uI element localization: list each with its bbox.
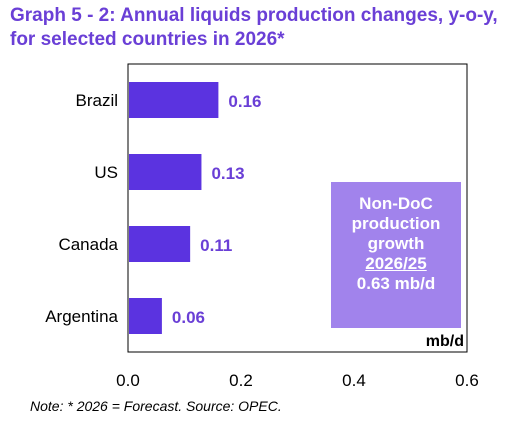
bar-brazil xyxy=(129,82,219,118)
bar-argentina xyxy=(129,298,162,334)
box-line-1: Non-DoC xyxy=(359,194,433,213)
category-label-argentina: Argentina xyxy=(45,307,118,326)
chart-title: Graph 5 - 2: Annual liquids production c… xyxy=(10,5,498,50)
category-label-canada: Canada xyxy=(58,235,118,254)
data-label-brazil: 0.16 xyxy=(228,92,261,111)
plot-area xyxy=(127,63,468,353)
bar-canada xyxy=(129,226,191,262)
x-tick-label: 0.2 xyxy=(229,371,253,390)
x-tick-label: 0.4 xyxy=(342,371,366,390)
bar-us xyxy=(129,154,202,190)
category-label-us: US xyxy=(94,163,118,182)
x-tick-label: 0.6 xyxy=(455,371,479,390)
footnote: Note: * 2026 = Forecast. Source: OPEC. xyxy=(30,398,282,414)
unit-label: mb/d xyxy=(426,333,464,350)
data-label-us: 0.13 xyxy=(211,164,244,183)
data-label-canada: 0.11 xyxy=(200,236,232,255)
box-line-5: 0.63 mb/d xyxy=(356,274,436,293)
category-label-brazil: Brazil xyxy=(75,91,118,110)
x-tick-label: 0.0 xyxy=(116,371,140,390)
box-line-4: 2026/25 xyxy=(365,254,427,273)
non-doc-growth-box: Non-DoC production growth 2026/25 0.63 m… xyxy=(331,182,461,328)
box-line-2: production xyxy=(351,214,441,233)
data-label-argentina: 0.06 xyxy=(172,308,205,327)
box-line-3: growth xyxy=(367,234,425,253)
